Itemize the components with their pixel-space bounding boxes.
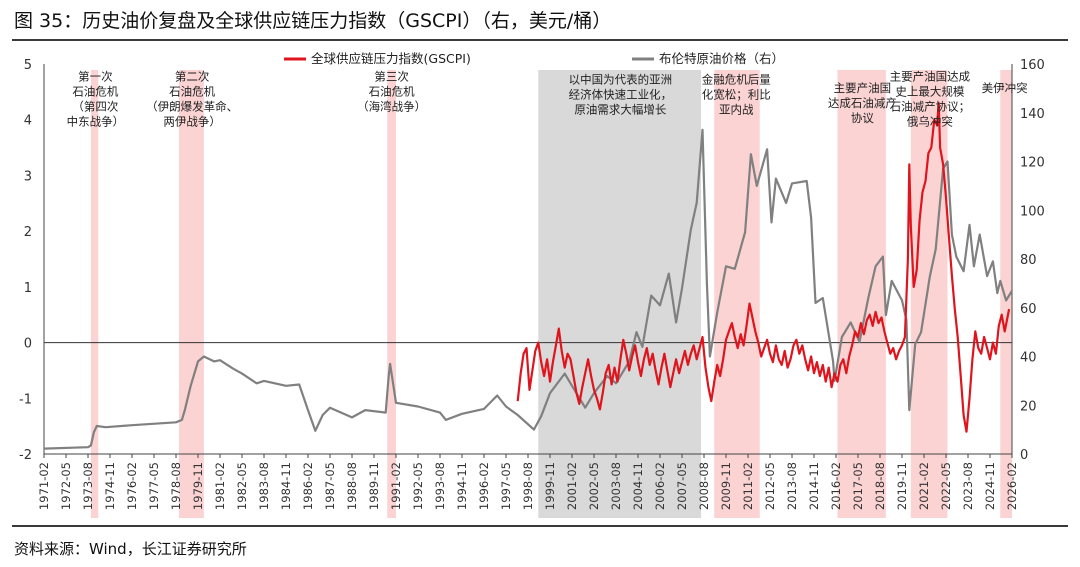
x-tick-label: 2006-02 [653, 462, 667, 510]
title-divider [12, 39, 1068, 41]
event-annotation-2: 第三次石油危机（海湾战争） [357, 70, 426, 114]
x-tick-label: 1992-05 [411, 462, 425, 510]
right-tick-label: 40 [1020, 351, 1037, 366]
event-annotation-1: 第二次石油危机（伊朗爆发革命、两伊战争） [146, 70, 238, 129]
left-tick-label: 2 [24, 225, 32, 240]
x-tick-label: 1994-11 [455, 462, 469, 510]
event-band-7 [1000, 70, 1012, 518]
x-tick-label: 1982-05 [235, 462, 249, 510]
x-tick-label: 1999-11 [543, 462, 557, 510]
x-tick-label: 2007-05 [675, 462, 689, 510]
x-tick-label: 1984-11 [279, 462, 293, 510]
x-tick-label: 2003-08 [609, 462, 623, 510]
x-tick-label: 1989-11 [367, 462, 381, 510]
chart-title: 图 35：历史油价复盘及全球供应链压力指数（GSCPI）（右，美元/桶） [14, 10, 612, 32]
left-tick-label: 1 [24, 281, 32, 296]
left-tick-label: 4 [24, 114, 32, 129]
dual-axis-line-chart: -2 -1 0 1 2 3 4 5 0 20 40 60 80 100 120 140 160 1971-02 19… [19, 51, 1045, 518]
x-tick-label: 2022-05 [939, 462, 953, 510]
left-tick-label: 3 [24, 169, 32, 184]
x-tick-label: 2001-02 [565, 462, 579, 510]
x-tick-label: 1996-02 [477, 462, 491, 510]
left-tick-label: 5 [24, 58, 32, 73]
x-tick-label: 1993-08 [433, 462, 447, 510]
x-tick-label: 2019-11 [895, 462, 909, 510]
x-tick-label: 2011-02 [741, 462, 755, 510]
source-note: 资料来源：Wind，长江证券研究所 [14, 540, 247, 558]
x-tick-label: 2008-08 [697, 462, 711, 510]
x-tick-label: 2018-08 [873, 462, 887, 510]
x-tick-label: 1998-08 [521, 462, 535, 510]
x-tick-label: 2013-08 [785, 462, 799, 510]
event-band-6 [910, 70, 948, 518]
right-tick-label: 20 [1020, 399, 1037, 414]
x-tick-label: 2017-05 [851, 462, 865, 510]
source-divider [12, 525, 1068, 527]
event-annotation-0: 第一次石油危机（第四次中东战争） [67, 70, 125, 129]
x-tick-label: 1971-02 [37, 462, 51, 510]
x-tick-label: 2023-08 [961, 462, 975, 510]
event-annotation-5: 主要产油国达成石油减产协议 [828, 81, 897, 125]
x-tick-label: 1978-08 [169, 462, 183, 510]
x-tick-label: 1988-08 [345, 462, 359, 510]
x-tick-label: 2021-02 [917, 462, 931, 510]
event-band-1 [178, 70, 204, 518]
x-tick-label: 1979-11 [191, 462, 205, 510]
event-band-2 [387, 70, 396, 518]
x-tick-label: 2002-05 [587, 462, 601, 510]
x-tick-label: 2026-02 [1005, 462, 1019, 510]
event-annotation-6: 主要产油国达成史上最大规模石油减产协议；俄乌冲突 [890, 70, 971, 129]
x-tick-label: 1983-08 [257, 462, 271, 510]
x-tick-label: 2009-11 [719, 462, 733, 510]
left-tick-label: 0 [24, 337, 32, 352]
x-tick-label: 2004-11 [631, 462, 645, 510]
event-annotation-3: 以中国为代表的亚洲经济体快速工业化，原油需求大幅增长 [569, 73, 673, 117]
x-tick-label: 2024-11 [983, 462, 997, 510]
event-band-0 [90, 70, 99, 518]
event-band-5 [837, 70, 886, 518]
x-tick-label: 1991-02 [389, 462, 403, 510]
x-tick-label: 1973-08 [81, 462, 95, 510]
legend-label-0: 全球供应链压力指数(GSCPI) [311, 51, 471, 66]
x-tick-label: 2014-11 [807, 462, 821, 510]
right-tick-label: 80 [1020, 253, 1037, 268]
left-tick-label: -2 [19, 448, 32, 463]
x-tick-label: 1972-05 [59, 462, 73, 510]
brent-series-line [43, 128, 1013, 450]
gscpi-series-line [516, 101, 1011, 433]
x-tick-label: 2012-05 [763, 462, 777, 510]
legend-label-1: 布伦特原油价格（右） [659, 51, 784, 66]
x-tick-label: 1974-11 [103, 462, 117, 510]
right-tick-label: 160 [1020, 58, 1045, 73]
left-tick-label: -1 [19, 392, 32, 407]
event-annotation-4: 金融危机后量化宽松；利比亚内战 [702, 73, 771, 117]
right-tick-label: 140 [1020, 107, 1045, 122]
right-tick-label: 120 [1020, 156, 1045, 171]
x-tick-label: 1981-02 [213, 462, 227, 510]
right-tick-label: 0 [1020, 448, 1028, 463]
x-tick-label: 1986-02 [301, 462, 315, 510]
right-tick-label: 60 [1020, 302, 1037, 317]
x-tick-label: 1977-05 [147, 462, 161, 510]
right-tick-label: 100 [1020, 204, 1045, 219]
x-tick-label: 1976-02 [125, 462, 139, 510]
event-annotation-7: 美伊冲突 [982, 81, 1028, 95]
industrialization-band [538, 70, 702, 518]
x-tick-label: 2016-02 [829, 462, 843, 510]
x-tick-label: 1997-05 [499, 462, 513, 510]
x-tick-label: 1987-05 [323, 462, 337, 510]
